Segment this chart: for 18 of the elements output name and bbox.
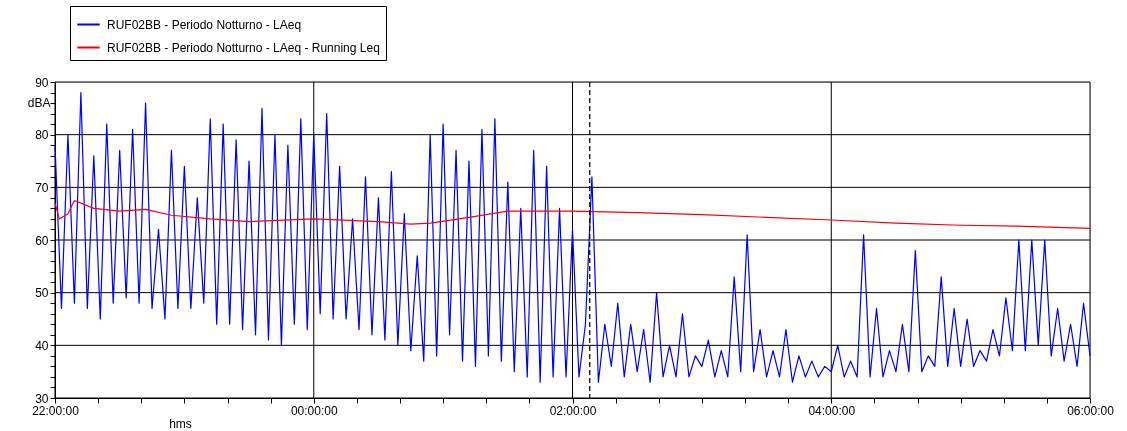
y-tick-label: 30 bbox=[35, 391, 49, 406]
y-tick-label: 60 bbox=[35, 233, 49, 248]
line-series bbox=[54, 199, 1091, 230]
x-tick-label: 04:00:00 bbox=[808, 403, 856, 418]
y-tick-label: 40 bbox=[35, 338, 49, 353]
y-axis-title: dBA bbox=[27, 95, 51, 110]
legend-label: RUF02BB - Periodo Notturno - LAeq bbox=[107, 17, 302, 32]
x-tick-label: 06:00:00 bbox=[1067, 403, 1115, 418]
x-tick-label: 02:00:00 bbox=[549, 403, 597, 418]
x-axis-title: hms bbox=[169, 416, 192, 431]
y-tick-label: 90 bbox=[35, 75, 49, 90]
x-tick-label: 00:00:00 bbox=[290, 403, 338, 418]
line-series bbox=[54, 91, 1091, 383]
x-tick-label: 22:00:00 bbox=[32, 403, 80, 418]
legend-label: RUF02BB - Periodo Notturno - LAeq - Running Leq bbox=[107, 40, 380, 55]
y-tick-label: 50 bbox=[35, 286, 49, 301]
y-tick-label: 80 bbox=[35, 128, 49, 143]
y-tick-label: 70 bbox=[35, 180, 49, 195]
